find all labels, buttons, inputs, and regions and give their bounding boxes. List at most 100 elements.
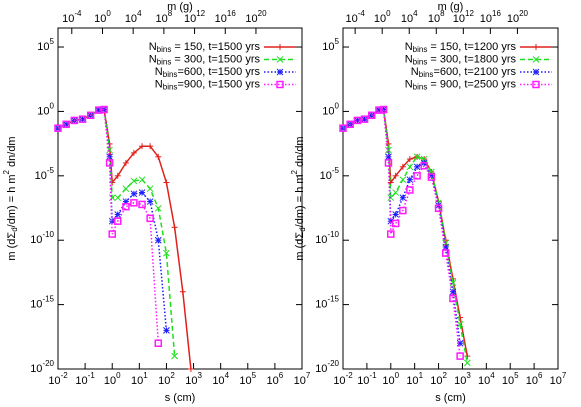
x2-tick-label: 108 bbox=[156, 9, 173, 25]
marker-stroke bbox=[413, 163, 421, 171]
data-point bbox=[78, 115, 87, 123]
marker-stroke bbox=[385, 146, 392, 154]
marker-box bbox=[146, 214, 154, 223]
marker-box bbox=[100, 105, 108, 114]
x-tick-label: 10-1 bbox=[75, 371, 95, 387]
data-point bbox=[533, 44, 539, 50]
marker-stroke bbox=[154, 236, 162, 244]
data-point bbox=[146, 185, 154, 193]
data-point bbox=[106, 146, 113, 154]
legend-label: Nbins=900, t=1500 yrs bbox=[155, 78, 261, 91]
data-point bbox=[449, 294, 457, 303]
data-point bbox=[114, 172, 121, 179]
data-point bbox=[449, 288, 457, 296]
data-point bbox=[155, 153, 162, 160]
data-point bbox=[413, 163, 421, 171]
data-point bbox=[163, 179, 170, 186]
series-line bbox=[57, 108, 160, 344]
data-point bbox=[276, 68, 284, 76]
plot-frame bbox=[57, 27, 303, 370]
data-point bbox=[346, 120, 354, 129]
x-tick-label: 102 bbox=[158, 371, 175, 387]
x-tick-label: 100 bbox=[104, 371, 121, 387]
data-point bbox=[130, 177, 138, 185]
data-point bbox=[392, 211, 400, 218]
legend-label: Nbins = 300, t=1500 yrs bbox=[149, 53, 261, 66]
marker-stroke bbox=[456, 320, 464, 328]
x2-tick-label: 10-4 bbox=[62, 9, 82, 25]
x-tick-label: 10-2 bbox=[48, 371, 68, 387]
x-tick-label: 106 bbox=[526, 371, 543, 387]
y-tick-label: 100 bbox=[37, 102, 54, 118]
y-tick-label: 10-20 bbox=[30, 359, 54, 375]
data-point bbox=[385, 153, 392, 161]
marker-box bbox=[54, 124, 62, 132]
data-point bbox=[179, 288, 186, 295]
data-point bbox=[276, 56, 284, 63]
marker-stroke bbox=[114, 194, 122, 202]
legend-label: Nbins = 150, t=1500 yrs bbox=[149, 41, 261, 54]
y-tick-label: 10-20 bbox=[315, 359, 339, 375]
x2-tick-label: 104 bbox=[125, 9, 142, 25]
marker-box bbox=[391, 219, 400, 228]
legend-label: Nbins = 900, t=2500 yrs bbox=[405, 78, 517, 91]
data-point bbox=[434, 204, 443, 213]
legend-label: Nbins=600, t=2100 yrs bbox=[411, 66, 517, 79]
data-point bbox=[138, 200, 146, 209]
marker-stroke bbox=[163, 327, 170, 334]
x-tick-label: 105 bbox=[239, 371, 256, 387]
marker-stroke bbox=[532, 68, 540, 76]
data-point bbox=[456, 320, 464, 328]
marker-stroke bbox=[138, 176, 146, 184]
x-tick-label: 10-1 bbox=[357, 371, 377, 387]
data-point bbox=[368, 111, 376, 120]
marker-stroke bbox=[387, 194, 395, 202]
series-line bbox=[342, 108, 461, 357]
marker-stroke bbox=[406, 176, 414, 184]
data-point bbox=[154, 204, 162, 212]
x-tick-label: 106 bbox=[267, 371, 284, 387]
marker-stroke bbox=[146, 198, 154, 205]
x2-tick-label: 1016 bbox=[480, 9, 502, 25]
marker-box bbox=[70, 116, 79, 125]
marker-stroke bbox=[442, 243, 450, 251]
data-point bbox=[146, 198, 154, 205]
data-point bbox=[154, 236, 162, 244]
x-tick-label: 100 bbox=[382, 371, 399, 387]
data-point bbox=[62, 120, 70, 128]
marker-box bbox=[375, 106, 383, 114]
x-tick-label: 104 bbox=[478, 371, 495, 387]
data-point bbox=[532, 80, 540, 89]
data-point bbox=[399, 206, 407, 215]
data-point bbox=[441, 249, 450, 257]
marker-box bbox=[360, 115, 369, 123]
x2-tick-label: 1016 bbox=[215, 9, 237, 25]
x-tick-label: 101 bbox=[406, 371, 423, 387]
y-tick-label: 10-5 bbox=[320, 166, 340, 182]
marker-stroke bbox=[532, 56, 540, 63]
y-tick-label: 105 bbox=[37, 37, 54, 53]
y-axis-label: m (dΣd/dm) = h m2 dn/dm bbox=[290, 136, 307, 260]
data-point bbox=[106, 153, 113, 161]
data-point bbox=[114, 217, 122, 225]
legend-label: Nbins=600, t=1500 yrs bbox=[155, 66, 261, 79]
marker-stroke bbox=[354, 117, 361, 124]
marker-box bbox=[368, 111, 376, 120]
marker-box bbox=[399, 206, 407, 215]
marker-stroke bbox=[154, 204, 162, 212]
marker-stroke bbox=[449, 279, 457, 287]
marker-box bbox=[62, 120, 70, 129]
data-point bbox=[130, 149, 137, 156]
data-point bbox=[399, 163, 406, 170]
data-point bbox=[427, 173, 436, 181]
data-point bbox=[147, 143, 154, 150]
data-point bbox=[62, 120, 70, 129]
marker-box bbox=[114, 217, 122, 225]
data-point bbox=[130, 190, 138, 198]
marker-box bbox=[108, 230, 116, 238]
marker-stroke bbox=[399, 176, 407, 184]
data-point bbox=[108, 230, 116, 238]
data-point bbox=[187, 366, 194, 372]
data-point bbox=[413, 172, 421, 180]
marker-stroke bbox=[387, 217, 395, 225]
